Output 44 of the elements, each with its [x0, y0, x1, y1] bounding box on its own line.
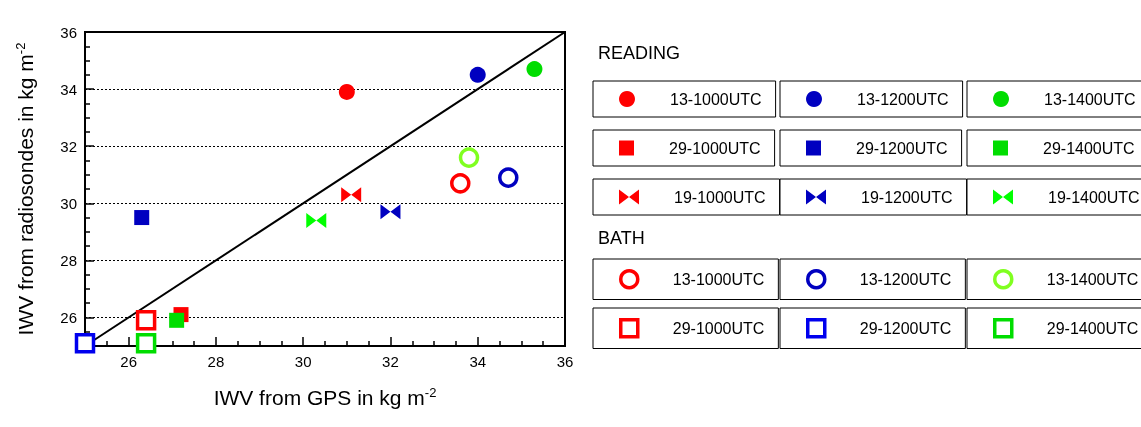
- y-tick-label: 34: [60, 80, 77, 98]
- y-tick-label: 26: [60, 308, 77, 326]
- legend-label: 29-1200UTC: [856, 139, 948, 157]
- legend-label: 13-1400UTC: [1044, 90, 1136, 108]
- point: [341, 187, 362, 203]
- legend-label: 29-1400UTC: [1043, 139, 1135, 157]
- point: [380, 204, 401, 220]
- x-tick-label: 34: [469, 353, 487, 370]
- x-tick-label: 26: [120, 353, 137, 370]
- x-tick-label: 30: [294, 353, 312, 370]
- point: [469, 66, 486, 83]
- legend-label: 13-1000UTC: [670, 90, 762, 108]
- y-tick-label: 30: [60, 194, 77, 212]
- point: [169, 312, 185, 328]
- legend-label: 29-1400UTC: [1046, 319, 1139, 337]
- point: [74, 332, 96, 354]
- point: [450, 173, 471, 194]
- legend-label: 29-1000UTC: [669, 139, 761, 157]
- text: READING: [598, 43, 681, 63]
- legend-label: 19-1400UTC: [1048, 188, 1140, 206]
- legend-label: 19-1000UTC: [674, 188, 766, 206]
- legend-label: 13-1400UTC: [1046, 270, 1139, 288]
- point: [135, 332, 157, 354]
- x-tick-label: 28: [207, 353, 225, 370]
- y-axis-title: IWV from radiosondes in kg m-2: [13, 42, 37, 336]
- legend-label: 13-1000UTC: [672, 270, 765, 288]
- legend-label: 19-1200UTC: [861, 188, 953, 206]
- point: [498, 167, 519, 188]
- y-tick-label: 36: [60, 23, 77, 41]
- y-tick-label: 28: [60, 251, 77, 269]
- point: [306, 212, 327, 228]
- point: [338, 83, 355, 100]
- point: [135, 310, 157, 331]
- legend-label: 13-1200UTC: [857, 90, 949, 108]
- legend-label: 13-1200UTC: [859, 270, 952, 288]
- text: BATH: [598, 228, 645, 248]
- y-tick-label: 32: [60, 137, 77, 155]
- point: [134, 210, 150, 226]
- point: [458, 147, 480, 168]
- x-tick-label: 32: [382, 353, 399, 370]
- point: [526, 61, 543, 78]
- x-tick-label: 36: [556, 353, 574, 370]
- legend-label: 29-1200UTC: [859, 319, 952, 337]
- legend-label: 29-1000UTC: [672, 319, 765, 337]
